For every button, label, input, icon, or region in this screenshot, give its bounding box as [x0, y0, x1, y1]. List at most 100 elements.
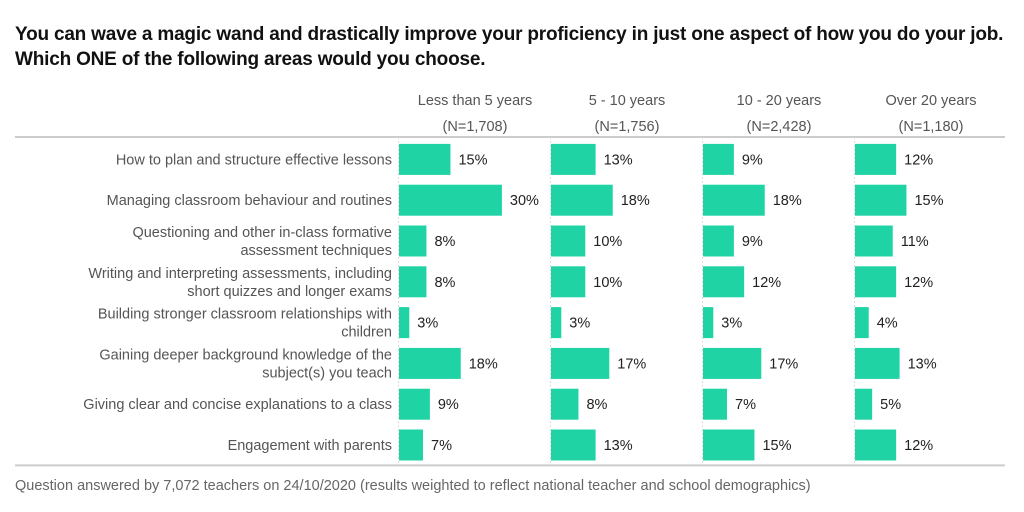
bar — [551, 347, 610, 379]
row-label-text: Gaining deeper background knowledge of t… — [99, 347, 392, 363]
bar-value-label: 13% — [604, 152, 633, 168]
bar — [399, 143, 451, 175]
bar — [855, 388, 873, 420]
row-label-text: Engagement with parents — [228, 438, 392, 454]
bar — [399, 184, 502, 216]
bar-value-label: 9% — [742, 234, 763, 250]
chart-title: You can wave a magic wand and drasticall… — [15, 24, 1004, 70]
bar-value-label: 3% — [417, 316, 438, 332]
bar — [703, 143, 734, 175]
chart-frame — [15, 136, 1005, 467]
bar-value-label: 17% — [769, 356, 798, 372]
bar-value-label: 10% — [593, 234, 622, 250]
bar-value-label: 5% — [880, 397, 901, 413]
bar-value-label: 12% — [904, 275, 933, 291]
bar — [399, 266, 427, 298]
column-headers: Less than 5 years (N=1,708) 5 - 10 years (N… — [418, 93, 977, 135]
column-header-n: (N=1,708) — [443, 119, 508, 135]
bar — [703, 225, 734, 257]
bar — [399, 388, 430, 420]
bar-value-label: 12% — [752, 275, 781, 291]
row-labels: How to plan and structure effective less… — [83, 152, 392, 454]
bar — [551, 307, 562, 339]
bar-value-label: 12% — [904, 438, 933, 454]
footnote: Question answered by 7,072 teachers on 2… — [15, 478, 811, 494]
bar — [399, 225, 427, 257]
column-header-n: (N=1,180) — [899, 119, 964, 135]
bar-value-label: 30% — [510, 193, 539, 209]
row-label-text: Managing classroom behaviour and routine… — [107, 193, 392, 209]
bars: 15% 30% 8% 8% 3% 18% 9% 7% 13% 18% 10% 10% 3% 17% 8% 13… — [399, 143, 944, 461]
bar-value-label: 18% — [773, 193, 802, 209]
bar-value-label: 7% — [735, 397, 756, 413]
bar-value-label: 9% — [438, 397, 459, 413]
bar — [703, 347, 762, 379]
bar — [399, 307, 410, 339]
row-label: Managing classroom behaviour and routine… — [107, 193, 392, 209]
column-header-n: (N=1,756) — [595, 119, 660, 135]
row-label-text: short quizzes and longer exams — [187, 284, 392, 300]
row-label: Questioning and other in-class formative… — [132, 225, 392, 259]
bar — [551, 225, 586, 257]
bar-value-label: 10% — [593, 275, 622, 291]
bar — [855, 266, 897, 298]
bar-value-label: 13% — [908, 356, 937, 372]
bar-value-label: 18% — [469, 356, 498, 372]
bar — [703, 184, 765, 216]
bar — [551, 143, 596, 175]
bar — [399, 347, 461, 379]
bar-value-label: 9% — [742, 152, 763, 168]
series-0: 15% 30% 8% 8% 3% 18% 9% 7% — [399, 143, 539, 461]
bar — [855, 184, 907, 216]
bar — [703, 266, 745, 298]
row-label-text: Building stronger classroom relationship… — [98, 307, 392, 323]
bar-value-label: 11% — [901, 234, 929, 250]
column-header-name: Over 20 years — [885, 93, 976, 109]
row-label: How to plan and structure effective less… — [116, 152, 392, 168]
series-2: 9% 18% 9% 12% 3% 17% 7% 15% — [703, 143, 802, 461]
bar-value-label: 12% — [904, 152, 933, 168]
bar — [551, 388, 579, 420]
row-label-text: How to plan and structure effective less… — [116, 152, 392, 168]
column-header-n: (N=2,428) — [747, 119, 812, 135]
column-header-name: Less than 5 years — [418, 93, 532, 109]
bar — [855, 143, 897, 175]
bar — [855, 225, 893, 257]
bar-value-label: 17% — [617, 356, 646, 372]
bar — [703, 307, 714, 339]
row-label-text: children — [341, 325, 392, 341]
row-label: Building stronger classroom relationship… — [98, 307, 392, 341]
row-label-text: Questioning and other in-class formative — [132, 225, 392, 241]
bar-value-label: 8% — [434, 275, 455, 291]
series-3: 12% 15% 11% 12% 4% 13% 5% 12% — [855, 143, 944, 461]
bar-value-label: 4% — [877, 316, 898, 332]
row-label-text: Giving clear and concise explanations to… — [83, 397, 392, 413]
bar-value-label: 18% — [621, 193, 650, 209]
column-header-name: 5 - 10 years — [589, 93, 666, 109]
bar-value-label: 15% — [914, 193, 943, 209]
bar — [703, 388, 728, 420]
row-label: Giving clear and concise explanations to… — [83, 397, 392, 413]
bar-value-label: 15% — [458, 152, 487, 168]
bar — [399, 429, 424, 461]
bar-value-label: 15% — [762, 438, 791, 454]
bar-value-label: 8% — [586, 397, 607, 413]
row-label-text: Writing and interpreting assessments, in… — [88, 266, 392, 282]
bar-value-label: 7% — [431, 438, 452, 454]
bar-value-label: 3% — [569, 316, 590, 332]
row-label-text: assessment techniques — [240, 243, 392, 259]
bar — [551, 184, 613, 216]
column-header-name: 10 - 20 years — [737, 93, 822, 109]
row-label: Writing and interpreting assessments, in… — [88, 266, 392, 300]
row-label: Engagement with parents — [228, 438, 392, 454]
bar — [855, 307, 869, 339]
bar-value-label: 8% — [434, 234, 455, 250]
bar — [855, 429, 897, 461]
bar-value-label: 3% — [721, 316, 742, 332]
bar — [855, 347, 900, 379]
bar — [551, 266, 586, 298]
bar — [551, 429, 596, 461]
series-1: 13% 18% 10% 10% 3% 17% 8% 13% — [551, 143, 650, 461]
row-label: Gaining deeper background knowledge of t… — [99, 347, 392, 381]
